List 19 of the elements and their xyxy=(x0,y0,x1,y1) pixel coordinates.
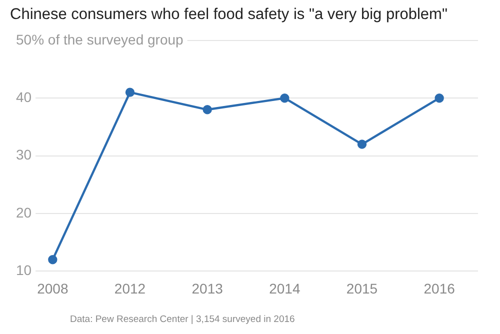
y-tick-label: 10 xyxy=(16,262,32,278)
y-tick-label: 50% of the surveyed group xyxy=(16,31,184,48)
y-tick-label: 30 xyxy=(16,146,32,163)
point xyxy=(48,255,58,264)
x-tick-label: 2016 xyxy=(424,280,456,296)
point xyxy=(434,94,444,103)
chart-title: Chinese consumers who feel food safety is "a very big problem" xyxy=(10,6,448,24)
y-tick-label: 40 xyxy=(16,88,32,105)
x-tick-label: 2014 xyxy=(269,280,300,296)
y-tick-label: 20 xyxy=(16,204,32,220)
point xyxy=(125,88,135,97)
x-tick-label: 2008 xyxy=(37,280,68,296)
x-tick-label: 2012 xyxy=(114,280,146,296)
x-tick-label: 2013 xyxy=(192,280,224,296)
text: Data: Pew Research Center | 3,154 surveyed in 2016 xyxy=(70,314,295,325)
point xyxy=(357,140,367,149)
point xyxy=(280,94,290,103)
x-tick-label: 2015 xyxy=(346,280,378,296)
point xyxy=(202,105,212,114)
